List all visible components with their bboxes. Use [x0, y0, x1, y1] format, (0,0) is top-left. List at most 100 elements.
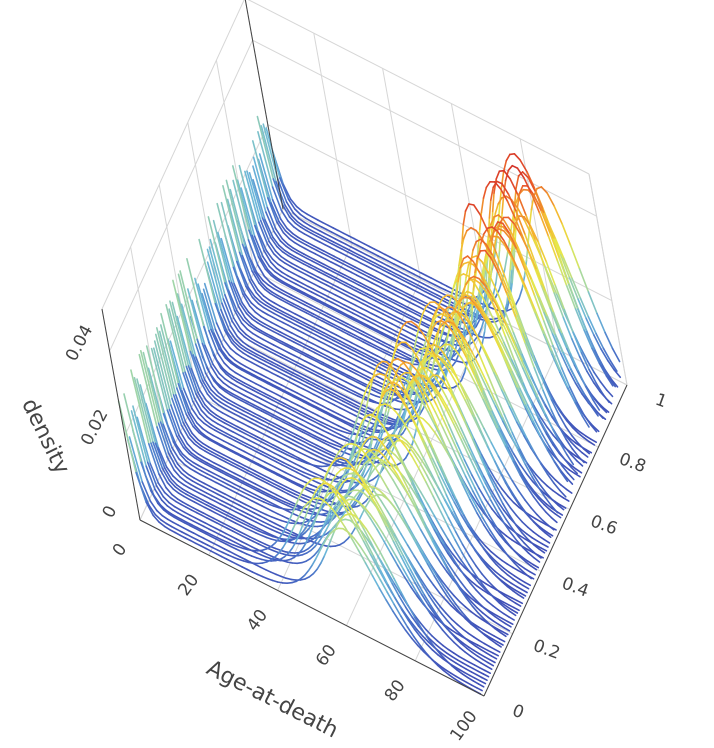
density-curve-48	[235, 352, 243, 358]
density-curve-32	[468, 492, 477, 507]
density-curve-54	[317, 372, 325, 377]
density-curve-52	[386, 416, 394, 421]
density-curve-17	[380, 476, 389, 490]
density-curve-43	[284, 403, 292, 408]
density-curve-58	[267, 327, 275, 333]
density-curve-71	[577, 432, 585, 439]
density-curve-35	[192, 354, 204, 382]
density-curve-72	[262, 255, 271, 268]
density-curve-79	[378, 294, 386, 299]
density-curve-66	[510, 359, 521, 378]
density-curve-35	[488, 514, 497, 527]
density-curve-53	[398, 386, 405, 395]
density-curve-79	[593, 398, 602, 408]
density-curve-72	[590, 438, 598, 444]
density-curve-26	[424, 507, 434, 524]
density-curve-59	[279, 331, 287, 336]
density-curve-77	[421, 323, 429, 328]
density-curve-27	[289, 474, 297, 479]
density-curve-60	[342, 358, 350, 364]
density-curve-77	[374, 300, 382, 305]
density-curve-89	[525, 242, 529, 262]
density-curve-43	[527, 526, 535, 533]
density-curve-25	[406, 443, 415, 454]
density-curve-55	[257, 335, 265, 341]
density-curve-66	[290, 304, 298, 309]
density-curve-89	[363, 243, 371, 248]
density-curve-75	[272, 253, 281, 261]
density-curve-68	[550, 398, 560, 416]
density-curve-70	[232, 165, 250, 231]
density-curve-36	[329, 454, 337, 459]
density-curve-45	[333, 416, 341, 422]
density-curve-23	[460, 558, 469, 570]
density-curve-76	[290, 262, 298, 268]
density-curve-37	[426, 378, 434, 388]
density-curve-84	[339, 251, 347, 257]
density-curve-43	[238, 379, 246, 384]
density-curve-62	[516, 389, 527, 410]
density-curve-30	[273, 452, 281, 457]
density-curve-44	[306, 409, 314, 414]
density-curve-58	[323, 356, 331, 362]
density-curve-31	[213, 416, 221, 421]
density-curve-49	[478, 366, 489, 385]
density-curve-67	[333, 323, 341, 329]
density-curve-34	[385, 364, 391, 375]
density-curve-83	[297, 236, 305, 242]
density-curve-27	[471, 544, 480, 556]
density-curve-38	[523, 542, 531, 550]
density-curve-21	[170, 404, 182, 433]
density-curve-67	[379, 347, 387, 352]
density-curve-41	[218, 372, 226, 380]
density-curve-18	[359, 443, 365, 453]
density-curve-75	[278, 258, 286, 264]
density-curve-52	[330, 388, 338, 393]
density-curve-33	[190, 367, 201, 392]
density-curve-56	[258, 331, 266, 336]
density-curve-54	[250, 337, 258, 343]
density-curve-85	[281, 204, 291, 218]
density-curve-73	[515, 248, 527, 272]
density-curve-38	[428, 379, 437, 389]
density-curve-20	[446, 571, 455, 581]
density-curve-87	[381, 261, 388, 267]
density-curve-29	[494, 570, 502, 577]
density-curve-55	[425, 327, 431, 339]
density-curve-67	[265, 287, 274, 294]
density-curve-88	[449, 291, 457, 296]
density-curve-81	[266, 197, 278, 223]
density-curve-86	[394, 272, 402, 278]
density-curve-86	[332, 241, 340, 246]
density-curve-71	[277, 278, 285, 284]
density-curve-82	[300, 241, 308, 246]
density-curve-16	[178, 457, 186, 466]
density-curve-77	[302, 263, 310, 268]
density-curve-61	[344, 353, 351, 358]
density-curve-62	[268, 309, 276, 315]
density-curve-16	[417, 512, 427, 529]
density-curve-46	[274, 384, 281, 390]
density-curve-54	[232, 317, 242, 330]
density-curve-22	[417, 467, 427, 483]
density-curve-75	[562, 351, 572, 370]
density-curve-88	[310, 220, 318, 225]
density-curve-36	[464, 475, 474, 492]
density-curve-21	[502, 612, 510, 618]
density-curve-24	[233, 459, 241, 464]
density-curve-47	[255, 371, 262, 376]
density-curve-67	[492, 294, 502, 311]
density-curve-15	[198, 479, 206, 485]
density-curve-55	[240, 322, 249, 331]
density-curve-68	[381, 343, 389, 349]
density-curve-70	[574, 401, 584, 417]
density-curve-37	[233, 402, 241, 407]
density-curve-50	[259, 357, 267, 363]
density-curve-21	[208, 459, 215, 464]
density-curve-42	[272, 399, 280, 405]
density-curve-18	[202, 467, 210, 472]
density-curve-46	[243, 368, 250, 374]
density-curve-49	[273, 368, 281, 374]
density-curve-22	[432, 495, 442, 513]
density-curve-25	[234, 452, 242, 457]
